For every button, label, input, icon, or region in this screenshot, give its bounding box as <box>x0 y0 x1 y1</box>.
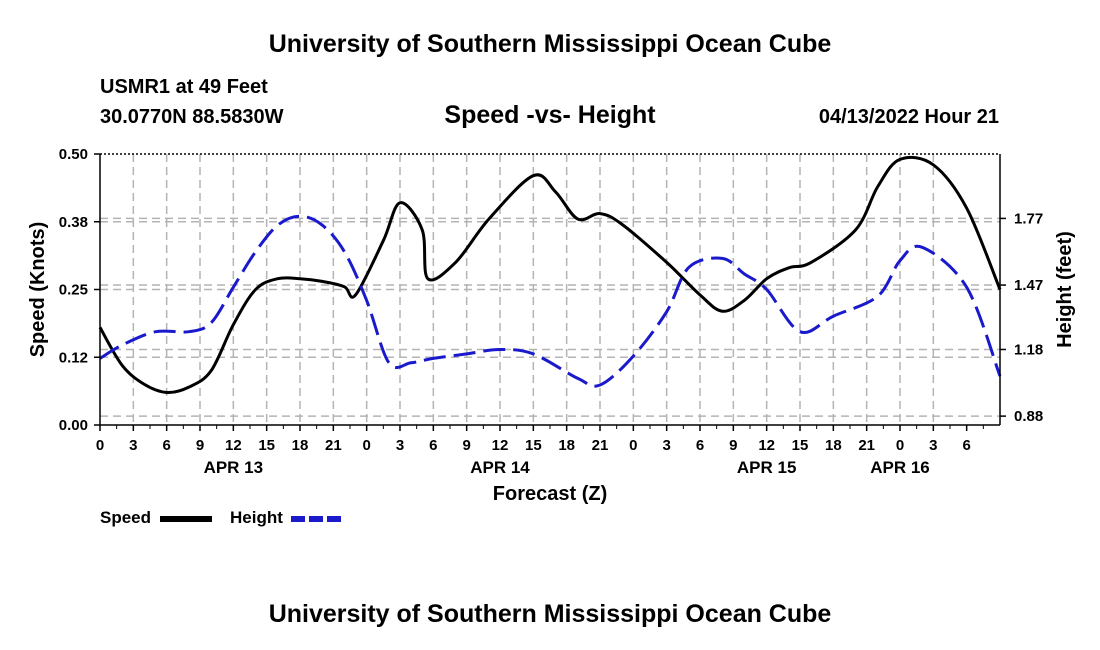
x-tick-label: 12 <box>758 437 775 454</box>
grid-layer <box>100 154 1000 425</box>
date-label: APR 14 <box>470 458 530 477</box>
y-tick-label: 0.50 <box>59 146 88 163</box>
x-tick-label: 12 <box>225 437 242 454</box>
x-tick-label: 0 <box>362 437 370 454</box>
y2-axis-title: Height (feet) <box>1054 231 1076 348</box>
y2-tick-label: 1.77 <box>1014 210 1043 227</box>
x-tick-label: 9 <box>196 437 204 454</box>
y2-tick-label: 1.47 <box>1014 277 1043 294</box>
station-coordinates: 30.0770N 88.5830W <box>100 106 284 128</box>
legend-height-swatch <box>291 516 343 522</box>
x-tick-label: 9 <box>462 437 470 454</box>
x-tick-label: 3 <box>929 437 937 454</box>
y-axis-title: Speed (Knots) <box>27 222 49 358</box>
x-tick-label: 21 <box>858 437 875 454</box>
x-tick-label: 6 <box>696 437 704 454</box>
x-tick-label: 18 <box>292 437 309 454</box>
date-label: APR 16 <box>870 458 930 477</box>
x-tick-label: 3 <box>662 437 670 454</box>
x-axis-title: Forecast (Z) <box>493 483 607 505</box>
chart-main-title: University of Southern Mississippi Ocean… <box>268 30 832 58</box>
x-tick-label: 3 <box>129 437 137 454</box>
y-tick-label: 0.25 <box>59 282 88 299</box>
x-tick-label: 12 <box>492 437 509 454</box>
y-tick-label: 0.38 <box>59 214 88 231</box>
chart-subtitle: Speed -vs- Height <box>444 101 656 129</box>
date-label: APR 13 <box>204 458 264 477</box>
legend-speed-label: Speed <box>100 508 152 527</box>
speed-series-line <box>98 155 1002 395</box>
x-tick-label: 0 <box>629 437 637 454</box>
series-layer <box>98 155 1002 395</box>
x-tick-label: 21 <box>325 437 342 454</box>
x-tick-label: 3 <box>396 437 404 454</box>
date-label: APR 15 <box>737 458 797 477</box>
x-tick-label: 15 <box>792 437 809 454</box>
x-tick-label: 0 <box>96 437 104 454</box>
x-tick-label: 21 <box>592 437 609 454</box>
labels-layer: 0 3 6 9 12 15 18 21 0 3 6 9 12 15 18 21 0 3 6 9 12 15 18 21 0 3 6 0… <box>27 146 1076 505</box>
x-tick-label: 6 <box>962 437 970 454</box>
y2-tick-label: 0.88 <box>1014 408 1043 425</box>
x-tick-label: 0 <box>896 437 904 454</box>
forecast-datetime: 04/13/2022 Hour 21 <box>818 106 999 128</box>
x-tick-label: 15 <box>258 437 275 454</box>
y-tick-label: 0.12 <box>59 349 88 366</box>
x-tick-label: 9 <box>729 437 737 454</box>
height-series-line <box>99 214 1002 388</box>
x-tick-label: 15 <box>525 437 542 454</box>
y2-tick-label: 1.18 <box>1014 341 1043 358</box>
station-label: USMR1 at 49 Feet <box>100 76 268 98</box>
legend-speed-swatch <box>160 516 212 522</box>
x-tick-label: 18 <box>558 437 575 454</box>
footer-title: University of Southern Mississippi Ocean… <box>268 600 832 628</box>
x-tick-label: 6 <box>162 437 170 454</box>
x-tick-label: 18 <box>825 437 842 454</box>
y-tick-label: 0.00 <box>59 417 88 434</box>
axes-layer <box>94 153 1006 431</box>
x-tick-label: 6 <box>429 437 437 454</box>
legend-height-label: Height <box>230 508 283 527</box>
